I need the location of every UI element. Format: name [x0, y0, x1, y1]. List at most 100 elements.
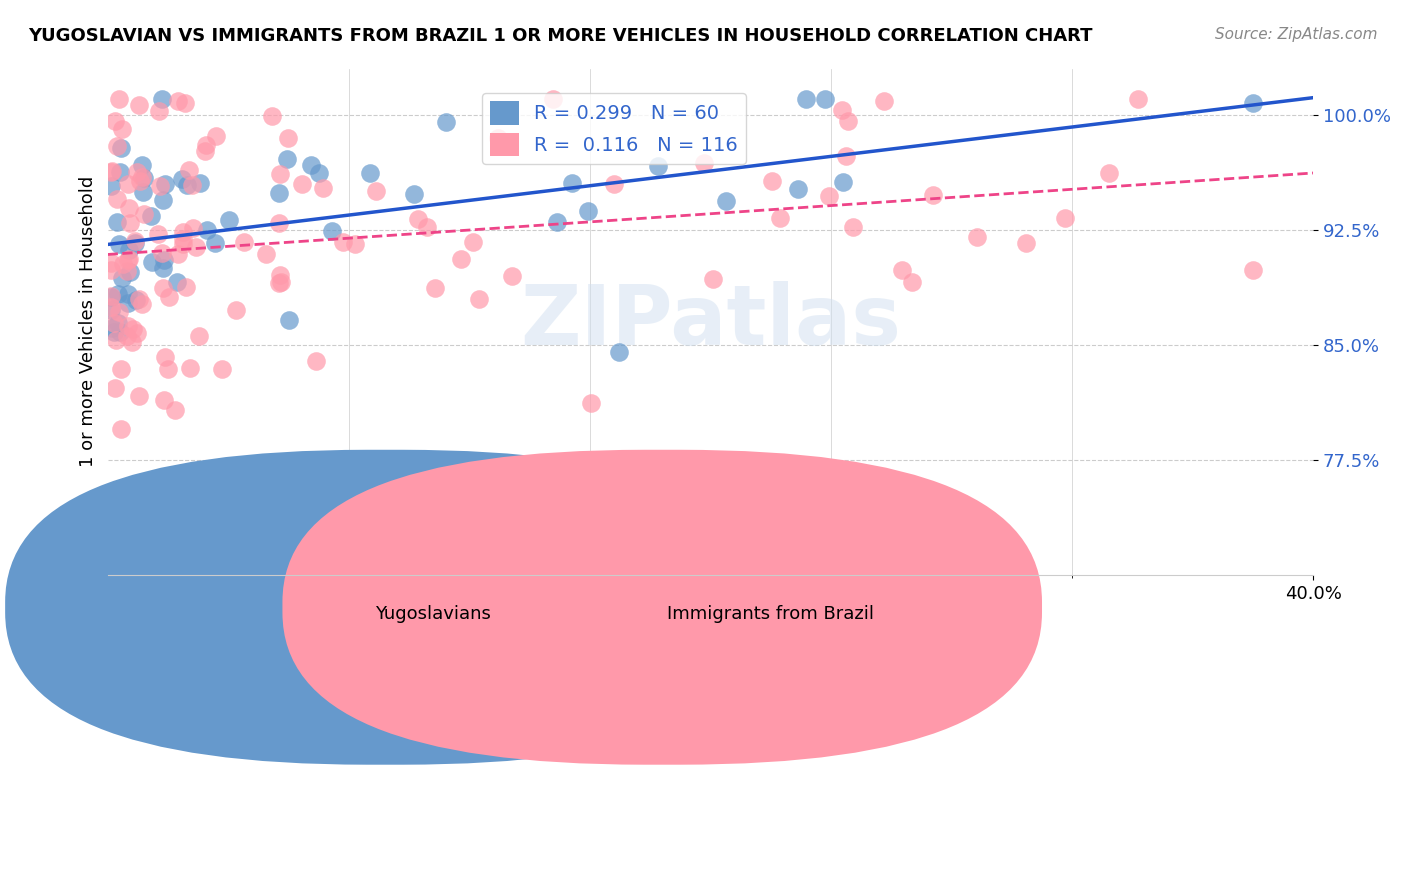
- Text: YUGOSLAVIAN VS IMMIGRANTS FROM BRAZIL 1 OR MORE VEHICLES IN HOUSEHOLD CORRELATIO: YUGOSLAVIAN VS IMMIGRANTS FROM BRAZIL 1 …: [28, 27, 1092, 45]
- Point: [170, 172, 193, 186]
- Point: [117, 295, 139, 310]
- Point: [1015, 235, 1038, 250]
- Point: [873, 94, 896, 108]
- Point: [100, 178, 122, 193]
- Point: [204, 235, 226, 250]
- Point: [576, 204, 599, 219]
- Point: [366, 184, 388, 198]
- Point: [167, 94, 190, 108]
- Point: [1241, 96, 1264, 111]
- Point: [267, 216, 290, 230]
- Point: [134, 207, 156, 221]
- Point: [1098, 166, 1121, 180]
- Point: [468, 292, 491, 306]
- Point: [105, 215, 128, 229]
- Point: [110, 422, 132, 436]
- Point: [270, 275, 292, 289]
- Point: [115, 264, 138, 278]
- Point: [120, 216, 142, 230]
- Point: [172, 236, 194, 251]
- Point: [308, 166, 330, 180]
- Point: [486, 131, 509, 145]
- Point: [150, 245, 173, 260]
- Point: [152, 281, 174, 295]
- Point: [450, 252, 472, 266]
- Point: [304, 353, 326, 368]
- Point: [416, 220, 439, 235]
- Point: [131, 158, 153, 172]
- Point: [117, 178, 139, 192]
- Point: [148, 103, 170, 118]
- Point: [172, 225, 194, 239]
- Point: [837, 113, 859, 128]
- Point: [796, 92, 818, 106]
- Point: [423, 281, 446, 295]
- Point: [332, 235, 354, 249]
- Point: [117, 287, 139, 301]
- FancyBboxPatch shape: [283, 450, 1042, 764]
- Point: [900, 276, 922, 290]
- Point: [153, 177, 176, 191]
- Point: [179, 360, 201, 375]
- Point: [404, 187, 426, 202]
- Point: [831, 175, 853, 189]
- Point: [835, 149, 858, 163]
- Point: [152, 261, 174, 276]
- Point: [121, 334, 143, 349]
- Point: [166, 276, 188, 290]
- Point: [155, 350, 177, 364]
- Point: [194, 138, 217, 153]
- Point: [167, 247, 190, 261]
- Point: [218, 213, 240, 227]
- Point: [104, 114, 127, 128]
- Point: [117, 253, 139, 268]
- Point: [922, 188, 945, 202]
- Point: [818, 189, 841, 203]
- Point: [312, 180, 335, 194]
- Point: [225, 302, 247, 317]
- Point: [359, 166, 381, 180]
- Point: [103, 316, 125, 330]
- Point: [134, 170, 156, 185]
- Point: [156, 362, 179, 376]
- Point: [177, 163, 200, 178]
- Point: [176, 178, 198, 193]
- Point: [117, 318, 139, 333]
- Text: Source: ZipAtlas.com: Source: ZipAtlas.com: [1215, 27, 1378, 42]
- Point: [343, 237, 366, 252]
- Point: [181, 221, 204, 235]
- Point: [188, 176, 211, 190]
- Point: [692, 156, 714, 170]
- Point: [100, 289, 122, 303]
- Point: [152, 193, 174, 207]
- Point: [149, 178, 172, 193]
- Point: [111, 122, 134, 136]
- Point: [115, 329, 138, 343]
- Point: [157, 290, 180, 304]
- Point: [153, 252, 176, 267]
- Point: [107, 287, 129, 301]
- Point: [100, 303, 122, 318]
- Point: [761, 174, 783, 188]
- Point: [267, 276, 290, 290]
- Point: [195, 223, 218, 237]
- Point: [105, 192, 128, 206]
- Point: [184, 240, 207, 254]
- Point: [100, 256, 122, 270]
- Point: [291, 177, 314, 191]
- Point: [125, 293, 148, 307]
- Point: [278, 312, 301, 326]
- Point: [108, 305, 131, 319]
- Point: [105, 139, 128, 153]
- Point: [211, 362, 233, 376]
- Point: [128, 98, 150, 112]
- Point: [647, 159, 669, 173]
- Point: [104, 381, 127, 395]
- Point: [108, 165, 131, 179]
- Point: [269, 168, 291, 182]
- Point: [1053, 211, 1076, 225]
- Point: [786, 182, 808, 196]
- Point: [128, 389, 150, 403]
- Point: [276, 152, 298, 166]
- Point: [107, 316, 129, 330]
